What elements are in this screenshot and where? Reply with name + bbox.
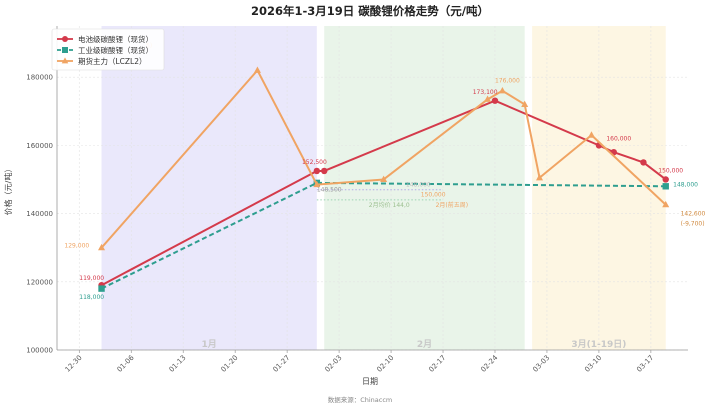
data-label: 173,100 bbox=[473, 89, 498, 96]
y-tick-label: 160000 bbox=[26, 142, 53, 150]
data-point bbox=[587, 131, 596, 138]
month-band-label: 1月 bbox=[202, 339, 217, 350]
data-label: 152,500 bbox=[302, 159, 327, 166]
data-point bbox=[313, 167, 321, 175]
legend: 电池级碳酸锂（现货） 工业级碳酸锂（现货） 期货主力（LCZL2） bbox=[51, 28, 165, 71]
month-band bbox=[101, 26, 317, 350]
data-point bbox=[98, 243, 106, 251]
legend-markers bbox=[57, 36, 73, 64]
legend-entry-battery-grade: 电池级碳酸锂（现货） bbox=[78, 34, 153, 44]
data-labels: 119,000 118,000 129,000 152,500 148,500 173,1… bbox=[64, 42, 705, 300]
legend-marker bbox=[62, 36, 68, 42]
data-label: 148,000 bbox=[673, 181, 698, 188]
data-point bbox=[321, 167, 328, 175]
data-point bbox=[662, 200, 670, 208]
data-source: 数据来源：Chinaccm bbox=[328, 395, 393, 404]
data-point bbox=[98, 285, 105, 292]
y-axis-label: 价格（元/吨） bbox=[3, 165, 13, 216]
data-point bbox=[498, 86, 506, 94]
data-label: 160,000 bbox=[606, 135, 631, 142]
data-point bbox=[484, 95, 492, 102]
month-band-label: 3月(1-19日) bbox=[571, 339, 626, 350]
legend-entry-industrial-grade: 工业级碳酸锂（现货） bbox=[78, 45, 153, 55]
data-point bbox=[491, 97, 499, 104]
data-label: 2月均价 144,0 bbox=[369, 201, 410, 209]
data-label: 150,000 bbox=[421, 192, 446, 199]
legend-box bbox=[51, 28, 165, 71]
data-label: 118,000 bbox=[79, 294, 104, 301]
month-band-label: 2月 bbox=[417, 339, 432, 350]
data-point bbox=[536, 173, 544, 181]
data-point bbox=[640, 159, 647, 166]
reference-lines bbox=[316, 189, 444, 201]
data-label: 142,600 bbox=[681, 210, 706, 217]
data-point bbox=[380, 175, 388, 183]
data-label: 150,000 bbox=[658, 168, 683, 175]
month-band bbox=[324, 26, 525, 350]
data-point bbox=[313, 180, 321, 188]
data-label: 119,000 bbox=[79, 275, 104, 282]
data-point bbox=[253, 66, 261, 73]
y-tick-label: 120000 bbox=[26, 278, 53, 286]
data-label: 176,000 bbox=[495, 77, 520, 84]
y-tick-label: 180000 bbox=[26, 74, 53, 82]
data-label: 2月(前五周) bbox=[436, 201, 469, 209]
data-point bbox=[662, 176, 669, 183]
x-axis-label: 日期 bbox=[362, 377, 378, 386]
data-label: 148,000 bbox=[406, 181, 431, 188]
data-point bbox=[662, 183, 669, 190]
data-label: 129,000 bbox=[64, 243, 89, 250]
series-line bbox=[101, 181, 666, 290]
y-tick-label: 140000 bbox=[26, 210, 53, 218]
month-bands: 1月 2月 3月(1-19日) bbox=[101, 26, 666, 350]
data-label: (-9,700) bbox=[681, 221, 705, 228]
y-tick-label: 100000 bbox=[26, 347, 53, 355]
legend-marker bbox=[62, 47, 68, 53]
series-line bbox=[100, 69, 667, 249]
series-lines bbox=[98, 66, 670, 292]
chart-title: 2026年1-3月19日 碳酸锂价格走势（元/吨） bbox=[251, 4, 489, 18]
data-label: 148,500 bbox=[317, 186, 342, 193]
legend-entry-futures: 期货主力（LCZL2） bbox=[78, 56, 147, 66]
legend-marker bbox=[61, 57, 69, 64]
data-point bbox=[521, 100, 529, 108]
